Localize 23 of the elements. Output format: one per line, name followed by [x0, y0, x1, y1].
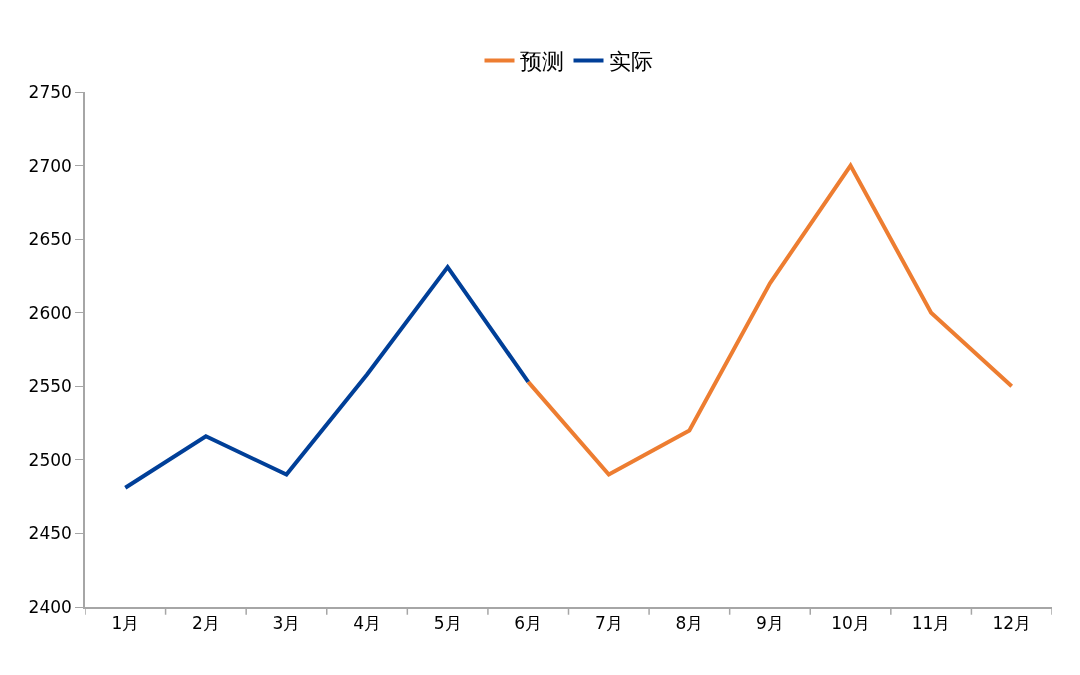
x-tick-label: 5月 — [433, 613, 462, 634]
x-tick-label: 11月 — [911, 613, 951, 634]
x-tick-label: 6月 — [514, 613, 543, 634]
y-tick-label: 2400 — [28, 596, 72, 617]
line-series — [123, 265, 531, 490]
x-tick-label: 7月 — [594, 613, 623, 634]
y-tick-label: 2450 — [28, 523, 72, 544]
x-tick-label: 12月 — [992, 613, 1032, 634]
x-tick-label: 1月 — [111, 613, 140, 634]
x-tick-label: 8月 — [675, 613, 704, 634]
y-tick-label: 2750 — [28, 81, 72, 102]
x-tick-label: 10月 — [831, 613, 870, 634]
x-tick-label: 9月 — [756, 613, 784, 634]
x-tick-label: 3月 — [272, 613, 301, 634]
y-tick-label: 2650 — [28, 229, 72, 250]
x-tick-label: 2月 — [191, 613, 220, 634]
y-tick-label: 2550 — [28, 376, 72, 397]
x-tick-label: 4月 — [353, 613, 381, 634]
legend-label: 实际 — [608, 49, 653, 75]
y-tick-label: 2500 — [28, 449, 72, 470]
y-tick-label: 2700 — [28, 155, 72, 176]
legend-label: 预测 — [519, 49, 564, 75]
y-tick-label: 2600 — [28, 302, 72, 323]
